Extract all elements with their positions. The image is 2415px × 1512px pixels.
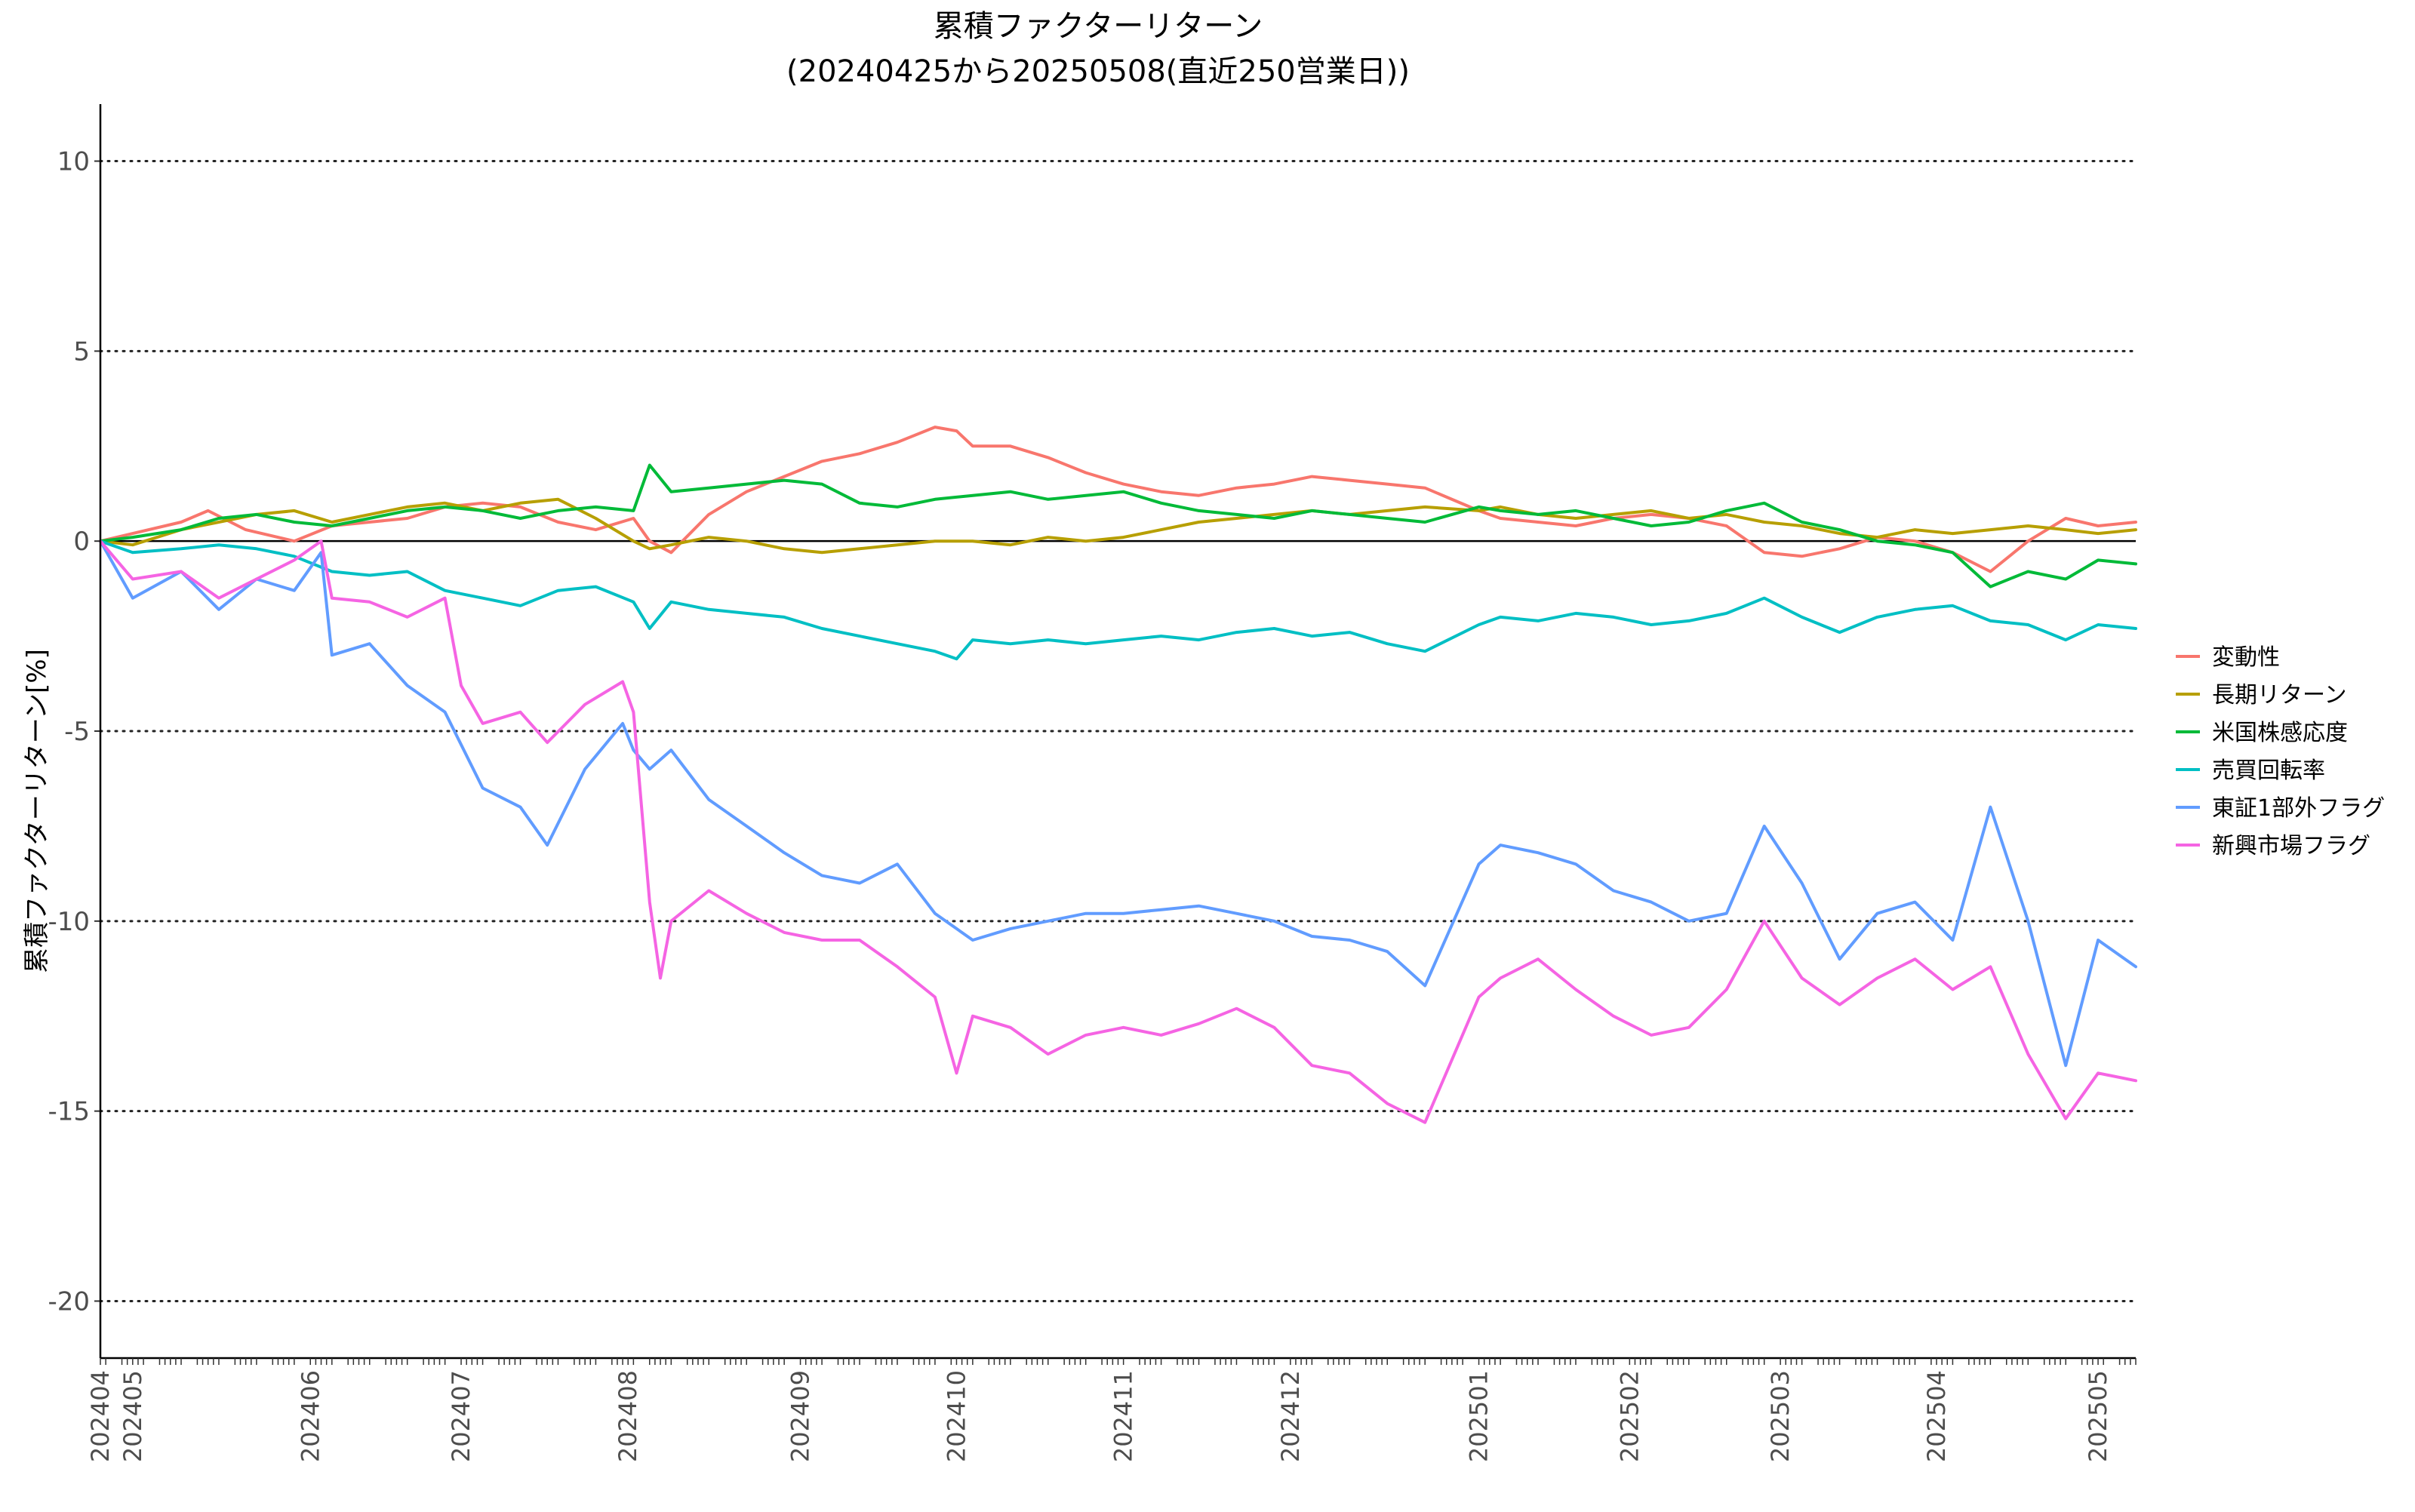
x-tick-label: 202502 [1615, 1370, 1644, 1462]
grid-layer [99, 160, 2137, 1302]
chart-subtitle: (20240425から20250508(直近250営業日)) [786, 54, 1410, 89]
y-axis-label: 累積ファクターリターン[%] [22, 649, 52, 973]
y-tick-label: -20 [48, 1286, 90, 1317]
x-tick-label: 202410 [942, 1370, 971, 1462]
legend-label: 変動性 [2212, 644, 2280, 671]
x-tick-label: 202404 [86, 1370, 115, 1462]
chart-title: 累積ファクターリターン [934, 9, 1263, 44]
legend-label: 長期リターン [2212, 682, 2347, 708]
y-tick-label: 5 [73, 337, 90, 367]
x-tick-label: 202409 [786, 1370, 815, 1462]
series-line [99, 497, 2137, 555]
legend-label: 米国株感応度 [2212, 720, 2348, 746]
x-tick-label: 202504 [1922, 1370, 1951, 1462]
x-tick-label: 202405 [118, 1370, 147, 1462]
series-line [99, 539, 2137, 1068]
legend-label: 東証1部外フラグ [2212, 795, 2385, 822]
x-tick-label: 202412 [1276, 1370, 1305, 1462]
x-tick-label: 202505 [2084, 1370, 2112, 1462]
legend-label: 新興市場フラグ [2212, 833, 2370, 859]
y-tick-label: -5 [64, 717, 90, 747]
legend-label: 売買回転率 [2212, 758, 2325, 784]
x-tick-label: 202503 [1766, 1370, 1795, 1462]
x-tick-label: 202408 [614, 1370, 642, 1462]
series-line [99, 539, 2137, 661]
x-tick-label: 202501 [1465, 1370, 1494, 1462]
series-line [99, 539, 2137, 1124]
axis-layer: 10 5 0 -5 -10 -15 -20 202404 202405 202406 202407 2… [48, 104, 2137, 1462]
x-tick-label: 202411 [1109, 1370, 1138, 1462]
series-layer [99, 426, 2137, 1124]
x-tick-label: 202406 [296, 1370, 325, 1462]
y-tick-label: -15 [48, 1097, 90, 1127]
y-tick-label: 0 [73, 527, 90, 557]
y-tick-label: -10 [48, 907, 90, 937]
y-tick-label: 10 [57, 147, 90, 177]
series-line [99, 463, 2137, 589]
x-tick-label: 202407 [447, 1370, 475, 1462]
